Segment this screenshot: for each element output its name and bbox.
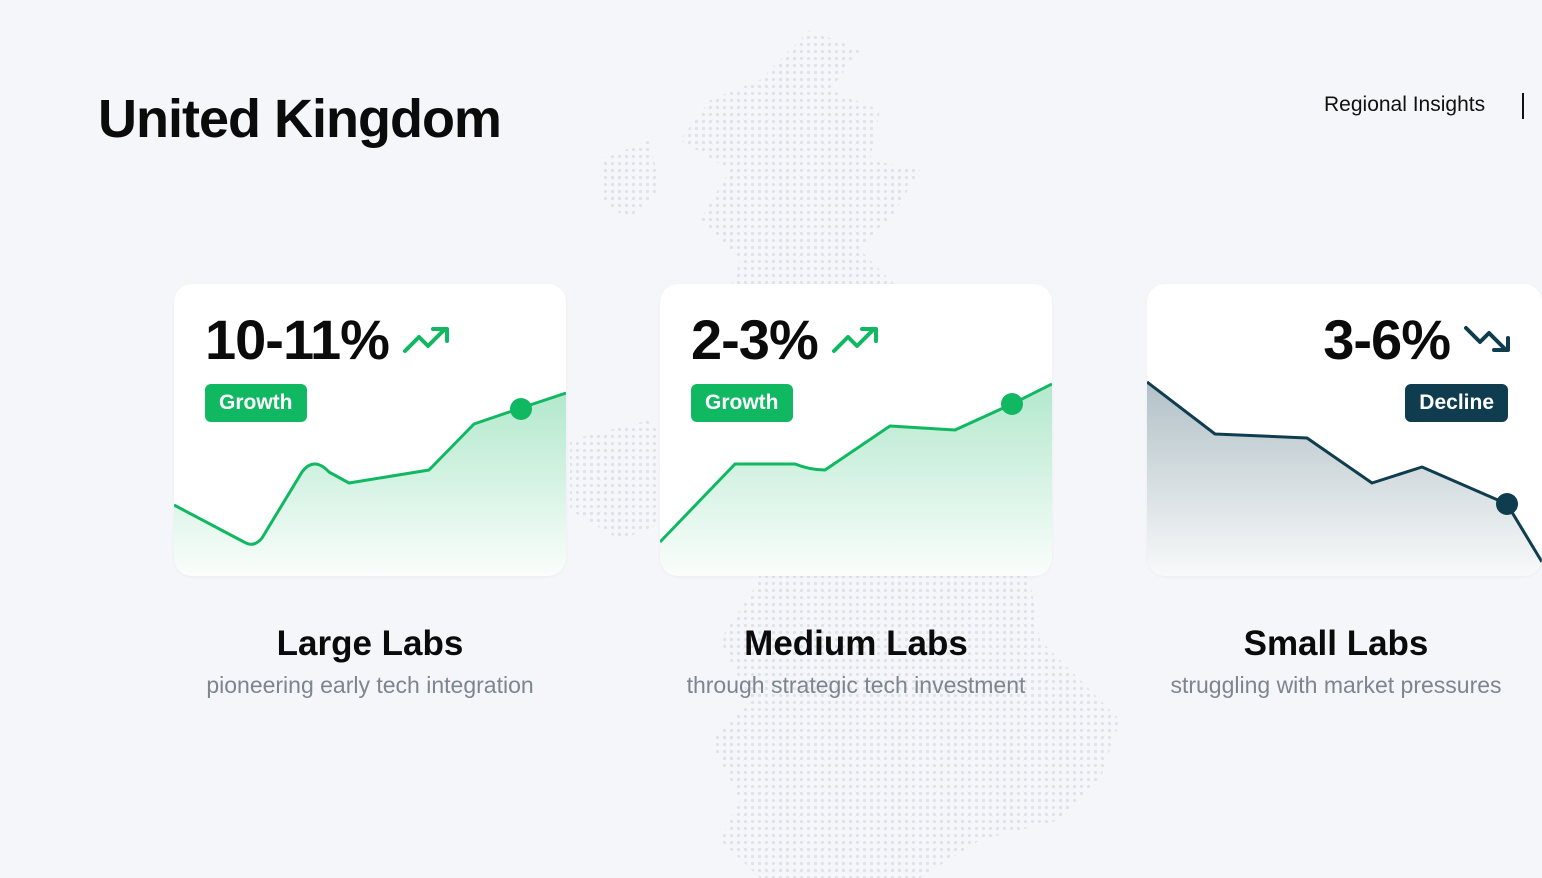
current-point-marker <box>1001 393 1023 415</box>
metric: 2-3% <box>691 310 880 370</box>
trend-sparkline <box>660 382 1052 576</box>
caption-small-labs: Small Labs struggling with market pressu… <box>1126 622 1542 702</box>
metric-value: 10-11% <box>205 308 390 371</box>
metric-value: 3-6% <box>1323 308 1451 371</box>
growth-badge: Growth <box>691 384 793 422</box>
stat-card-small-labs: 3-6% Decline <box>1147 284 1542 576</box>
header-divider <box>1522 93 1524 119</box>
current-point-marker <box>1496 493 1518 515</box>
card-title: Large Labs <box>276 624 464 663</box>
trending-up-icon <box>402 327 449 353</box>
caption-medium-labs: Medium Labs through strategic tech inves… <box>646 622 1066 702</box>
card-subtitle: struggling with market pressures <box>1170 672 1502 698</box>
card-title: Small Labs <box>1243 624 1429 663</box>
trend-sparkline <box>1147 380 1542 576</box>
stat-card-medium-labs: 2-3% Growth <box>660 284 1052 576</box>
growth-badge: Growth <box>205 384 307 422</box>
regional-insights-link[interactable]: Regional Insights <box>1324 93 1486 116</box>
decline-badge: Decline <box>1405 384 1508 422</box>
card-title: Medium Labs <box>744 624 968 663</box>
metric: 10-11% <box>205 310 451 370</box>
metric-value: 2-3% <box>691 308 819 371</box>
trend-sparkline <box>174 391 566 576</box>
current-point-marker <box>510 398 532 420</box>
metric: 3-6% <box>1323 310 1512 370</box>
card-subtitle: pioneering early tech integration <box>206 672 534 698</box>
card-subtitle: through strategic tech investment <box>686 672 1026 698</box>
stat-card-large-labs: 10-11% Growth <box>174 284 566 576</box>
caption-large-labs: Large Labs pioneering early tech integra… <box>160 622 580 702</box>
trending-up-icon <box>831 327 878 353</box>
trending-down-icon <box>1464 326 1510 352</box>
page-title: United Kingdom <box>98 89 502 149</box>
